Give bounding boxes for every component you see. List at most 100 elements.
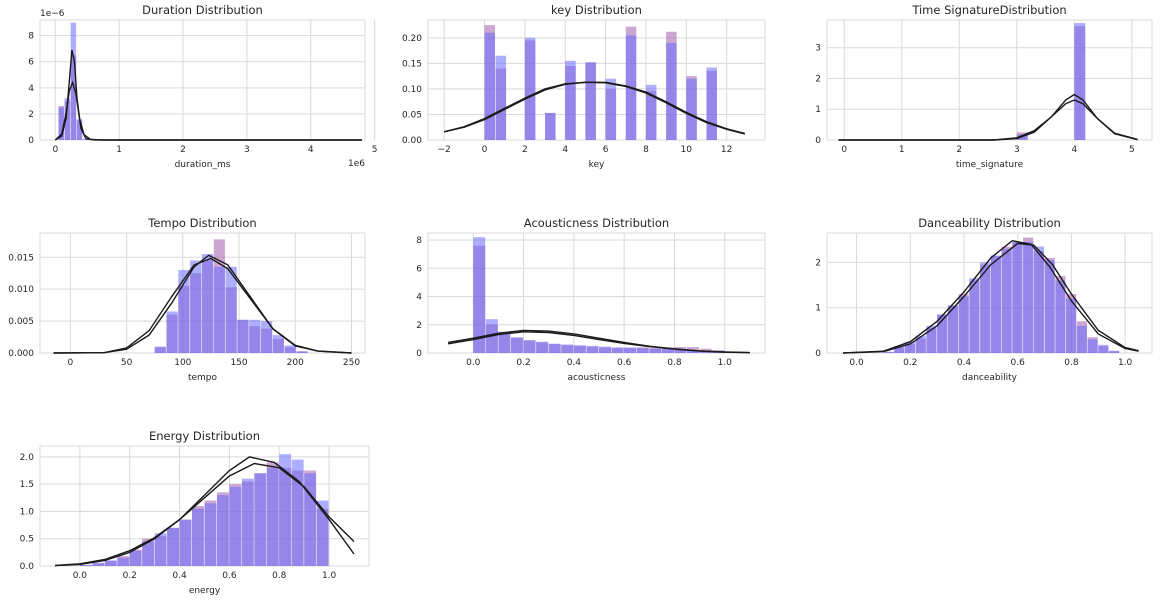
x-tick-label: 0.4 (957, 358, 972, 368)
hist-bar (1012, 242, 1023, 353)
hist-bar (969, 278, 980, 353)
y-tick-label: 0 (815, 349, 821, 359)
hist-bar (104, 560, 117, 566)
hist-bar (674, 349, 687, 353)
x-tick-label: 0.6 (1011, 358, 1026, 368)
x-tick-label: 0 (841, 145, 847, 155)
x-tick-label: 4 (308, 145, 314, 155)
hist-bar (179, 519, 192, 566)
y-tick-label: 0.015 (8, 253, 34, 263)
y-tick-label: 0.15 (402, 59, 422, 69)
x-tick-label: 2 (180, 145, 186, 155)
hist-bar (117, 557, 130, 566)
x-axis-label: tempo (188, 373, 218, 383)
hist-bar (980, 262, 991, 353)
hist-bar (154, 533, 167, 566)
subplot-6: Danceability Distribution 0.0 0.2 0.4 0.6 0.8… (815, 216, 1153, 383)
hist-bar (611, 347, 624, 353)
hist-bar (666, 42, 677, 140)
hist-bar (545, 112, 556, 140)
x-tick-label: 0.2 (123, 571, 137, 581)
subplot-5: Acousticness Distribution 0.0 0.2 0.4 0.6 0.8… (416, 216, 766, 383)
x-tick-label: 0.8 (272, 571, 287, 581)
kde-line (843, 239, 1139, 354)
x-tick-label: 3 (244, 145, 250, 155)
hist-bar (167, 527, 179, 566)
hist-bar (266, 467, 279, 566)
hist-bar (216, 495, 229, 566)
hist-bar (495, 55, 507, 140)
chart-title: Time SignatureDistribution (911, 3, 1066, 17)
y-tick-label: 0.05 (402, 110, 422, 120)
y-tick-label: 2 (815, 258, 821, 268)
x-tick-label: 4 (1071, 145, 1077, 155)
hist-bar (166, 311, 178, 353)
hist-bar (1001, 248, 1012, 353)
x-tick-label: 0.6 (617, 358, 632, 368)
x-tick-label: 0.6 (222, 571, 237, 581)
hist-bar (599, 346, 611, 353)
x-tick-label: 0.0 (849, 358, 864, 368)
x-tick-label: 5 (372, 145, 378, 155)
hist-bar (225, 266, 237, 353)
hist-bar (296, 351, 308, 353)
x-tick-label: −2 (438, 145, 451, 155)
y-tick-label: 2 (28, 110, 34, 120)
y-tick-label: 0.005 (8, 317, 34, 327)
y-tick-label: 6 (416, 264, 422, 274)
subplot-1: Duration Distribution 0 1 2 3 4 5 0 2 4 6 8 duration… (28, 3, 377, 170)
hist-bar (649, 348, 662, 353)
y-tick-label: 0.000 (8, 349, 34, 359)
chart-title: Energy Distribution (149, 429, 260, 443)
hist-bar (304, 473, 317, 566)
hist-bar (178, 270, 190, 353)
y-tick-label: 0.5 (20, 535, 34, 545)
subplot-7: Energy Distribution 0.0 0.2 0.4 0.6 0.8 1.0 0.0… (20, 429, 370, 596)
x-tick-label: 0.4 (172, 571, 187, 581)
hist-bar (58, 107, 64, 140)
hist-bar (204, 503, 217, 566)
hist-bar (64, 98, 71, 140)
x-axis-label: key (589, 160, 605, 170)
x-axis-label: energy (189, 586, 221, 596)
hist-bar (586, 345, 599, 353)
x-axis-label: danceability (962, 373, 1018, 383)
x-tick-label: 0.2 (516, 358, 530, 368)
hist-bar (706, 67, 717, 140)
hist-bar (605, 78, 617, 140)
hist-bar (947, 305, 959, 353)
x-tick-label: 0 (482, 145, 488, 155)
y-tick-label: 0 (28, 136, 34, 146)
x-tick-label: 4 (562, 145, 568, 155)
chart-title: key Distribution (551, 3, 642, 17)
hist-bar (687, 350, 700, 353)
y-offset-label: 1e−6 (40, 9, 65, 19)
hist-bar (70, 22, 77, 140)
hist-bar (260, 321, 273, 353)
x-tick-label: 1 (116, 145, 122, 155)
x-offset-label: 1e6 (348, 159, 365, 169)
hist-bar (129, 550, 142, 566)
hist-bar (190, 260, 202, 353)
kde-line (54, 80, 362, 141)
x-tick-label: 12 (721, 145, 732, 155)
x-tick-label: 10 (681, 145, 693, 155)
axes-frame (826, 19, 1153, 141)
x-axis-label: acousticness (568, 373, 626, 383)
y-tick-label: 1.0 (20, 507, 35, 517)
y-tick-label: 8 (28, 32, 34, 42)
hist-bar (201, 254, 214, 353)
x-axis-label: time_signature (956, 160, 1024, 170)
y-tick-label: 0.00 (402, 136, 422, 146)
x-tick-label: 1.0 (322, 571, 337, 581)
y-tick-label: 0.010 (8, 285, 34, 295)
hist-bar (937, 314, 948, 353)
hist-bar (279, 454, 292, 566)
y-tick-label: 3 (815, 44, 821, 54)
chart-title: Duration Distribution (142, 3, 263, 17)
y-tick-label: 8 (416, 236, 422, 246)
x-tick-label: 0.8 (1064, 358, 1079, 368)
hist-bar (498, 331, 511, 353)
x-tick-label: 2 (522, 145, 528, 155)
